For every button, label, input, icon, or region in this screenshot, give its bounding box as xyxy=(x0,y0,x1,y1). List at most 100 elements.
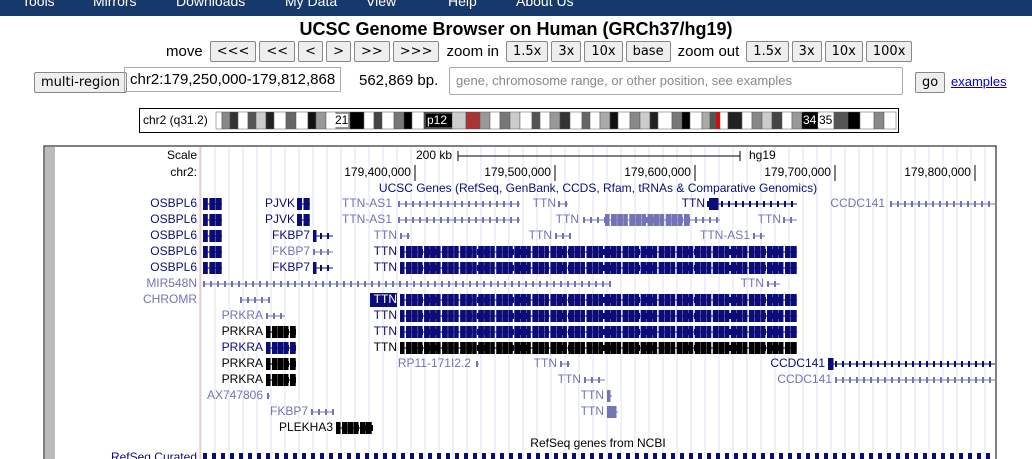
nav-button[interactable]: 3x xyxy=(551,41,582,62)
coding-exon xyxy=(472,310,477,322)
coding-exon xyxy=(700,342,707,354)
coding-exon xyxy=(754,326,761,338)
multi-region-button[interactable]: multi-region xyxy=(34,72,128,93)
nav-button[interactable]: <<< xyxy=(209,41,257,62)
exon xyxy=(729,329,731,335)
exon xyxy=(926,377,928,383)
coding-exon xyxy=(766,326,773,338)
exon xyxy=(496,201,498,207)
coding-exon xyxy=(342,422,348,434)
coding-exon xyxy=(748,342,755,354)
coding-exon xyxy=(712,326,719,338)
coding-exon xyxy=(766,246,773,258)
coding-exon xyxy=(712,246,719,258)
coding-exon xyxy=(640,342,647,354)
exon xyxy=(887,453,891,459)
exon xyxy=(842,361,844,367)
nav-item[interactable]: About Us xyxy=(516,0,574,9)
nav-button[interactable]: 1.5x xyxy=(506,41,549,62)
band xyxy=(859,111,875,130)
exon xyxy=(953,201,955,207)
coding-exon xyxy=(284,374,289,386)
exon xyxy=(325,409,327,415)
coding-exon xyxy=(676,310,683,322)
nav-button[interactable]: 3x xyxy=(791,41,822,62)
nav-item[interactable]: My Data xyxy=(285,0,338,9)
nav-button[interactable]: >>> xyxy=(392,41,440,62)
nav-button[interactable]: base xyxy=(625,41,671,62)
exon xyxy=(603,297,605,303)
examples-link[interactable]: examples xyxy=(951,74,1007,89)
go-button[interactable]: go xyxy=(915,72,946,93)
coding-exon xyxy=(604,246,611,258)
nav-button[interactable]: < xyxy=(298,41,324,62)
exon xyxy=(608,453,612,459)
exon xyxy=(440,201,442,207)
nav-item[interactable]: Tools xyxy=(22,0,55,9)
coding-exon xyxy=(418,262,423,274)
exon xyxy=(539,281,541,287)
coding-exon xyxy=(430,262,436,274)
exon xyxy=(918,201,920,207)
exon xyxy=(503,201,505,207)
exon xyxy=(742,201,744,207)
exon xyxy=(644,453,648,459)
nav-item[interactable]: Downloads xyxy=(176,0,246,9)
exon xyxy=(860,453,864,459)
nav-button[interactable]: > xyxy=(326,41,351,62)
exon xyxy=(890,201,892,207)
band xyxy=(569,111,583,130)
coding-exon xyxy=(544,262,549,274)
band xyxy=(519,111,533,130)
coding-exon xyxy=(436,262,441,274)
coding-exon xyxy=(466,246,472,258)
exon xyxy=(245,281,247,287)
coding-exon xyxy=(203,262,208,274)
coding-exon xyxy=(628,262,635,274)
nav-button[interactable]: 10x xyxy=(584,41,623,62)
band xyxy=(671,111,683,130)
assembly-label: hg19 xyxy=(749,148,776,162)
coding-exon xyxy=(490,262,495,274)
exon xyxy=(603,249,605,255)
nav-button[interactable]: 100x xyxy=(865,41,913,62)
coding-exon xyxy=(472,326,477,338)
coding-exon xyxy=(748,246,755,258)
nav-item[interactable]: View xyxy=(366,0,397,9)
coding-exon xyxy=(778,294,784,306)
nav-button[interactable]: 10x xyxy=(824,41,863,62)
exon xyxy=(455,453,459,459)
exon xyxy=(562,233,564,239)
nav-button[interactable]: 1.5x xyxy=(746,41,789,62)
coding-exon xyxy=(418,294,423,306)
coding-exon xyxy=(646,310,653,322)
exon xyxy=(898,361,900,367)
search-input[interactable]: gene, chromosome range, or other positio… xyxy=(449,67,903,95)
coding-exon xyxy=(682,262,689,274)
nav-button[interactable]: >> xyxy=(353,41,390,62)
band xyxy=(307,111,317,130)
coding-exon xyxy=(598,342,604,354)
coding-exon xyxy=(520,310,527,322)
coding-exon xyxy=(718,310,725,322)
gene-label: TTN xyxy=(374,292,397,306)
coding-exon xyxy=(688,310,694,322)
coding-exon xyxy=(556,310,563,322)
nav-button[interactable]: << xyxy=(259,41,296,62)
coding-exon xyxy=(430,294,436,306)
exon xyxy=(280,313,282,319)
coding-exon xyxy=(592,294,599,306)
coding-exon xyxy=(478,326,484,338)
coding-exon xyxy=(647,214,654,226)
nav-item[interactable]: Mirrors xyxy=(93,0,137,9)
band-label-bg xyxy=(426,114,452,127)
exon xyxy=(878,453,882,459)
coding-exon xyxy=(718,326,725,338)
coding-exon xyxy=(629,214,636,226)
exon xyxy=(401,453,405,459)
coding-exon xyxy=(508,342,513,354)
coding-exon xyxy=(454,262,459,274)
nav-item[interactable]: Help xyxy=(448,0,477,9)
coding-exon xyxy=(700,246,707,258)
